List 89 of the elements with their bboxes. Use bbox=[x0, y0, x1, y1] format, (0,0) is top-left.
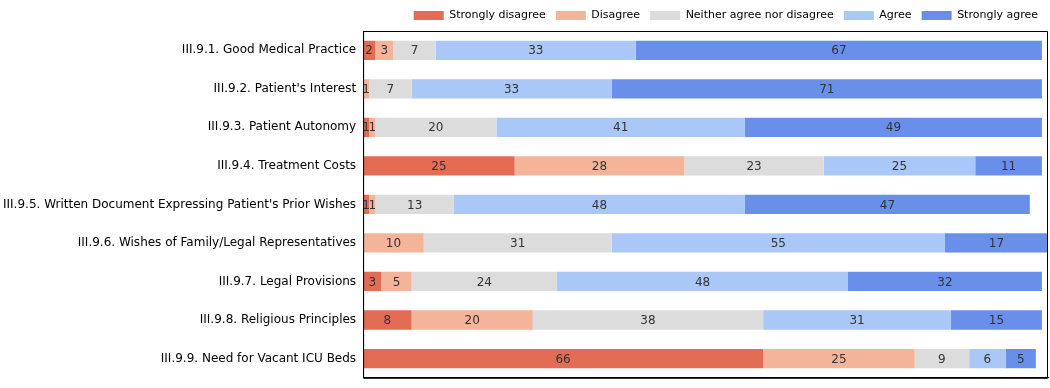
data-label: 2 bbox=[365, 43, 373, 58]
bar bbox=[369, 79, 412, 99]
data-label: 31 bbox=[849, 313, 865, 328]
bar bbox=[611, 233, 945, 253]
bar bbox=[763, 348, 915, 369]
bar bbox=[363, 348, 764, 369]
y-tick-label: III.9.9. Need for Vacant ICU Beds bbox=[160, 350, 357, 365]
data-label: 8 bbox=[383, 313, 392, 328]
data-label: 3 bbox=[368, 274, 377, 289]
legend-label: Neither agree nor disagree bbox=[685, 8, 835, 22]
data-label: 55 bbox=[770, 236, 786, 251]
data-label: 17 bbox=[988, 236, 1005, 251]
data-label: 5 bbox=[392, 274, 401, 289]
data-label: 9 bbox=[938, 351, 946, 366]
data-label: 25 bbox=[891, 158, 908, 173]
data-label: 5 bbox=[1016, 351, 1025, 366]
data-label: 71 bbox=[819, 81, 835, 96]
data-label: 23 bbox=[746, 158, 762, 173]
bar bbox=[411, 310, 533, 330]
y-tick-label: III.9.1. Good Medical Practice bbox=[181, 42, 357, 57]
bar bbox=[375, 194, 455, 215]
data-label: 38 bbox=[640, 313, 656, 328]
bar bbox=[684, 156, 824, 176]
data-label: 7 bbox=[386, 81, 395, 96]
bar bbox=[975, 156, 1042, 176]
bar bbox=[557, 271, 848, 292]
legend-label: Disagree bbox=[591, 8, 641, 22]
data-label: 67 bbox=[831, 43, 847, 58]
bar bbox=[423, 233, 612, 253]
data-label: 11 bbox=[1000, 158, 1017, 173]
bar bbox=[969, 348, 1006, 369]
bar bbox=[635, 40, 1042, 60]
data-label: 20 bbox=[428, 120, 444, 135]
data-label: 24 bbox=[476, 274, 492, 289]
bar bbox=[363, 156, 515, 176]
y-tick-label: III.9.7. Legal Provisions bbox=[218, 273, 357, 288]
data-label: 48 bbox=[694, 274, 711, 289]
bar bbox=[951, 310, 1042, 330]
bar bbox=[532, 310, 764, 330]
data-label: 48 bbox=[591, 197, 608, 212]
y-tick-label: III.9.6. Wishes of Family/Legal Representatives bbox=[77, 235, 357, 250]
bar bbox=[744, 117, 1042, 137]
bar bbox=[454, 194, 745, 215]
bar bbox=[1005, 348, 1036, 369]
data-label: 15 bbox=[988, 313, 1005, 328]
bar bbox=[363, 233, 424, 253]
y-tick-label: III.9.4. Treatment Costs bbox=[217, 157, 357, 172]
data-label: 7 bbox=[410, 43, 419, 58]
data-label: 33 bbox=[503, 81, 520, 96]
bar bbox=[411, 271, 558, 292]
data-label: 25 bbox=[831, 351, 847, 366]
y-tick-label: III.9.8. Religious Principles bbox=[199, 312, 357, 327]
y-tick-label: III.9.2. Patient's Interest bbox=[213, 80, 357, 95]
y-tick-label: III.9.5. Written Document Expressing Patient's Prior Wishes bbox=[3, 196, 357, 211]
bar bbox=[914, 348, 970, 369]
data-label: 1 bbox=[368, 197, 377, 212]
bar bbox=[375, 117, 497, 137]
y-tick-label: III.9.3. Patient Autonomy bbox=[207, 119, 357, 134]
data-label: 28 bbox=[591, 158, 608, 173]
data-label: 20 bbox=[464, 313, 480, 328]
bar bbox=[763, 310, 952, 330]
legend-label: Agree bbox=[879, 8, 912, 22]
data-label: 49 bbox=[885, 120, 902, 135]
bar bbox=[381, 271, 412, 292]
data-label: 6 bbox=[983, 351, 992, 366]
data-label: 33 bbox=[528, 43, 544, 58]
bar bbox=[611, 79, 1042, 99]
bar bbox=[363, 310, 412, 330]
data-label: 10 bbox=[385, 236, 402, 251]
bar bbox=[847, 271, 1042, 292]
bar bbox=[944, 233, 1048, 253]
data-label: 32 bbox=[937, 274, 953, 289]
bar bbox=[496, 117, 745, 137]
bar bbox=[393, 40, 436, 60]
legend-label: Strongly agree bbox=[957, 8, 1039, 22]
bar bbox=[411, 79, 612, 99]
bar bbox=[435, 40, 636, 60]
data-label: 31 bbox=[510, 236, 526, 251]
data-label: 3 bbox=[380, 43, 389, 58]
data-label: 1 bbox=[368, 120, 377, 135]
data-label: 25 bbox=[431, 158, 447, 173]
data-label: 66 bbox=[555, 351, 571, 366]
data-label: 47 bbox=[879, 197, 896, 212]
data-label: 13 bbox=[407, 197, 423, 212]
bar bbox=[514, 156, 685, 176]
bar bbox=[744, 194, 1030, 215]
data-label: 41 bbox=[613, 120, 629, 135]
legend-label: Strongly disagree bbox=[449, 8, 547, 22]
bar bbox=[823, 156, 976, 176]
